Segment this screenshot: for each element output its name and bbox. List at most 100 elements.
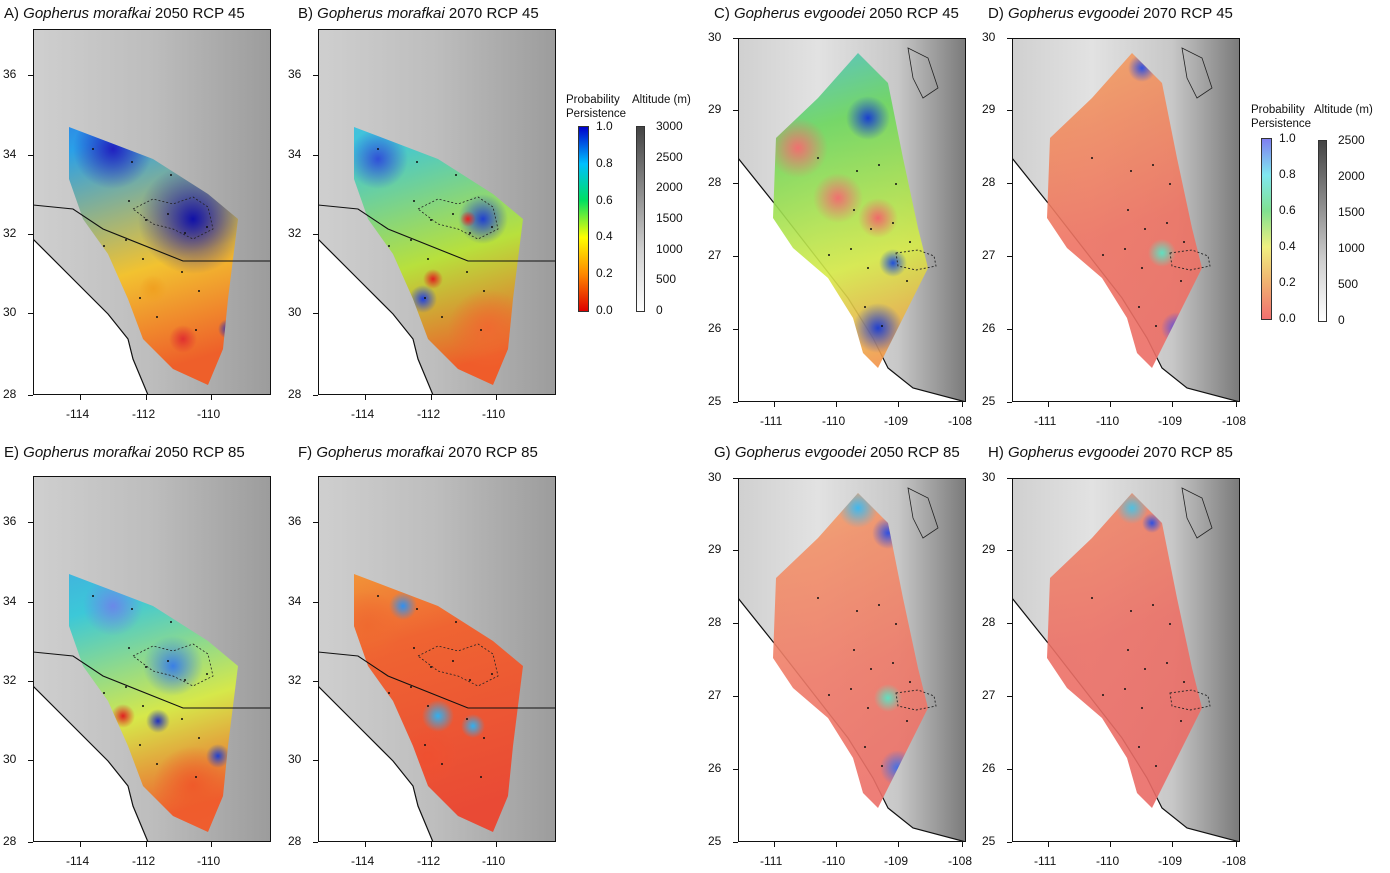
y-tick-label: 25 [982,394,996,408]
panel-label: D) [988,5,1008,22]
sea-coastline [318,238,434,395]
x-tick-mark [211,842,212,847]
x-tick-label: -109 [1158,854,1183,868]
probability-colorbar [1261,138,1272,320]
y-tick-mark [1007,769,1012,770]
x-tick-mark [1172,402,1173,407]
species-name: Gopherus evgoodei [1008,5,1139,22]
x-tick-label: -108 [948,414,973,428]
probability-tick: 0.2 [1279,275,1296,289]
x-tick-label: -111 [1034,414,1057,428]
probability-tick: 0.0 [596,303,613,317]
y-tick-label: 30 [982,30,996,44]
y-tick-mark [28,313,33,314]
y-tick-mark [313,313,318,314]
x-tick-label: -110 [1096,854,1120,868]
probability-legend-title: Probability Persistence [1251,104,1312,130]
x-tick-mark [1048,402,1049,407]
probability-tick: 0.6 [596,192,613,207]
y-tick-mark [733,769,738,770]
altitude-tick: 1500 [656,211,683,225]
y-tick-label: 29 [982,542,996,556]
altitude-colorbar [1318,140,1327,322]
panel-title-d: D) Gopherus evgoodei 2070 RCP 45 [988,5,1233,22]
y-tick-mark [1007,256,1012,257]
y-tick-mark [313,234,318,235]
x-tick-mark [146,395,147,400]
probability-tick: 0.8 [596,155,613,170]
y-tick-label: 32 [3,226,17,240]
y-tick-mark [28,155,33,156]
y-tick-mark [1007,623,1012,624]
altitude-tick: 2500 [656,149,683,164]
x-tick-mark [774,842,775,847]
y-tick-mark [733,110,738,111]
x-tick-mark [1172,842,1173,847]
altitude-tick: 0 [1338,313,1345,327]
x-tick-label: -110 [822,854,846,868]
y-tick-label: 30 [288,752,302,766]
x-tick-label: -108 [1222,854,1247,868]
x-tick-label: -109 [884,854,909,868]
x-tick-label: -110 [197,854,221,868]
x-tick-mark [146,842,147,847]
map-panel-a [33,29,271,395]
altitude-colorbar [636,126,645,312]
x-tick-mark [1110,402,1111,407]
species-name: Gopherus morafkai [23,444,151,461]
altitude-tick: 2000 [656,180,683,195]
y-tick-label: 30 [708,30,722,44]
panel-title-b: B) Gopherus morafkai 2070 RCP 45 [298,5,539,22]
scenario-label: 2070 RCP 85 [443,444,538,461]
y-tick-mark [1007,183,1012,184]
species-name: Gopherus morafkai [316,444,444,461]
sea-coastline [33,685,149,842]
y-tick-label: 27 [982,248,996,262]
panel-label: C) [714,5,734,22]
y-tick-mark [28,602,33,603]
panel-label: A) [4,5,24,22]
panel-label: G) [714,444,735,461]
y-tick-label: 27 [708,248,722,262]
y-tick-label: 28 [708,615,722,629]
scenario-label: 2050 RCP 45 [864,5,959,22]
y-tick-mark [1007,38,1012,39]
x-tick-mark [898,842,899,847]
y-tick-label: 28 [288,834,302,848]
x-tick-mark [1236,842,1237,847]
map-panel-g [738,478,966,842]
x-tick-mark [496,395,497,400]
x-tick-label: -108 [948,854,973,868]
y-tick-mark [1007,550,1012,551]
x-tick-mark [431,842,432,847]
scenario-label: 2050 RCP 85 [865,444,960,461]
probability-tick: 0.4 [596,229,613,244]
y-tick-mark [733,329,738,330]
y-tick-label: 28 [982,175,996,189]
x-tick-label: -110 [197,407,221,421]
y-tick-label: 30 [982,470,996,484]
panel-label: E) [4,444,24,461]
international-border [33,651,271,709]
x-tick-label: -114 [351,854,375,868]
x-tick-mark [80,842,81,847]
y-tick-label: 26 [708,321,722,335]
x-tick-mark [80,395,81,400]
y-tick-label: 26 [708,761,722,775]
panel-title-a: A) Gopherus morafkai 2050 RCP 45 [4,5,245,22]
y-tick-label: 34 [288,594,302,608]
panel-title-g: G) Gopherus evgoodei 2050 RCP 85 [714,444,960,461]
x-tick-mark [836,402,837,407]
map-panel-c [738,38,966,402]
probability-tick: 0.2 [596,266,613,281]
scenario-label: 2070 RCP 45 [444,5,539,22]
x-tick-label: -114 [351,407,375,421]
species-name: Gopherus evgoodei [1008,444,1139,461]
x-tick-label: -109 [1158,414,1183,428]
y-tick-mark [313,155,318,156]
altitude-tick: 2500 [1338,133,1365,147]
altitude-tick: 0 [656,303,663,317]
x-tick-label: -110 [1096,414,1120,428]
panel-label: B) [298,5,318,22]
